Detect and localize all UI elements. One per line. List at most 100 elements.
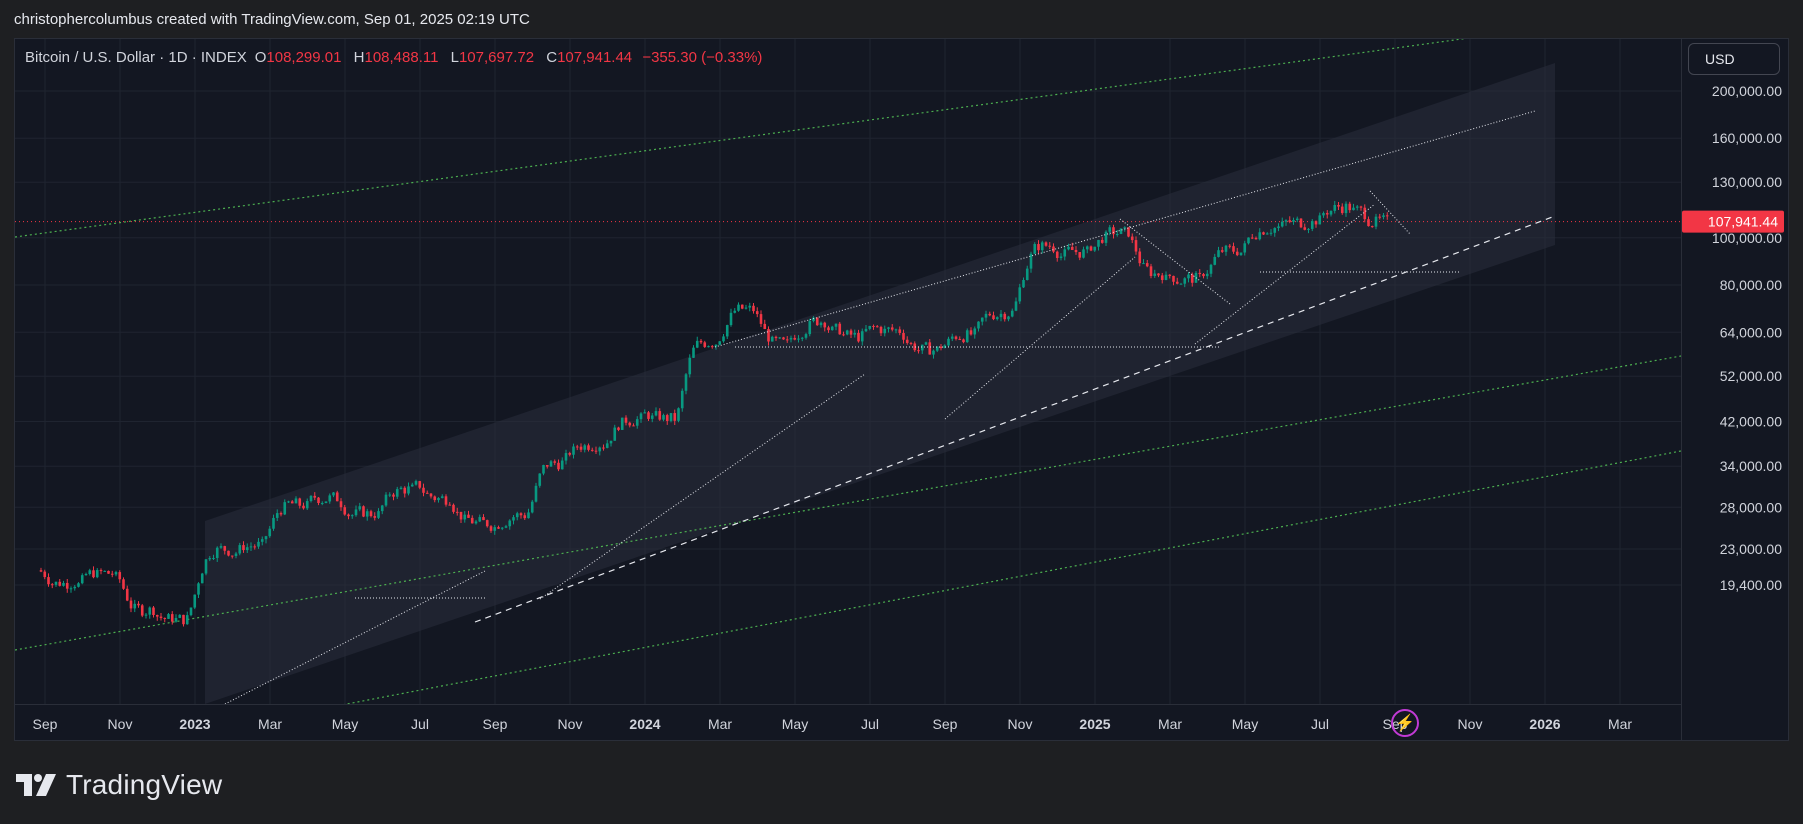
candle-body bbox=[917, 350, 920, 352]
candle-body bbox=[1074, 249, 1078, 253]
candle-body bbox=[560, 460, 564, 470]
last-price-label: 107,941.44 bbox=[1708, 214, 1778, 230]
candle-body bbox=[954, 336, 958, 339]
candle-body bbox=[1007, 316, 1010, 320]
candle-body bbox=[984, 313, 988, 318]
candle-body bbox=[1232, 246, 1235, 252]
tradingview-logo[interactable]: TradingView bbox=[16, 769, 222, 801]
candle-body bbox=[1119, 228, 1123, 234]
candle-body bbox=[388, 494, 392, 496]
candle-body bbox=[1055, 251, 1059, 258]
price-tick-label: 52,000.00 bbox=[1720, 368, 1782, 384]
candle-body bbox=[62, 582, 65, 586]
candle-body bbox=[763, 323, 767, 330]
symbol-title[interactable]: Bitcoin / U.S. Dollar · 1D · INDEX bbox=[25, 49, 247, 66]
candle-body bbox=[260, 539, 264, 542]
candle-body bbox=[482, 517, 485, 521]
candle-body bbox=[418, 481, 422, 488]
candle-body bbox=[860, 331, 864, 342]
candle-body bbox=[965, 330, 969, 343]
candle-body bbox=[1048, 245, 1052, 247]
candle-body bbox=[774, 336, 778, 339]
candle-body bbox=[230, 555, 234, 557]
price-tick-label: 34,000.00 bbox=[1720, 458, 1782, 474]
candle-body bbox=[755, 311, 759, 315]
candle-body bbox=[88, 570, 92, 575]
time-tick-label: 2026 bbox=[1529, 716, 1560, 732]
candle-body bbox=[152, 607, 155, 616]
candle-body bbox=[1243, 243, 1247, 253]
candle-body bbox=[253, 546, 257, 548]
candle-body bbox=[335, 492, 339, 502]
candle-body bbox=[324, 501, 328, 503]
time-tick-label: Sep bbox=[933, 716, 958, 732]
candle-body bbox=[508, 520, 512, 527]
candle-body bbox=[913, 343, 917, 351]
chart-frame[interactable]: Bitcoin / U.S. Dollar · 1D · INDEX O108,2… bbox=[14, 38, 1789, 742]
open-label: O bbox=[254, 49, 267, 66]
candle-body bbox=[568, 453, 572, 455]
candle-body bbox=[688, 357, 692, 375]
high-value: 108,488.11 bbox=[364, 49, 439, 66]
candle-body bbox=[740, 304, 744, 309]
time-tick-label: Jul bbox=[861, 716, 879, 732]
candle-body bbox=[377, 511, 380, 518]
candle-body bbox=[1303, 227, 1307, 230]
candle-body bbox=[992, 315, 995, 320]
candle-body bbox=[133, 603, 137, 609]
candle-body bbox=[620, 417, 624, 430]
price-tick-label: 23,000.00 bbox=[1720, 541, 1782, 557]
candle-body bbox=[1187, 274, 1190, 279]
candle-body bbox=[485, 520, 489, 527]
candles bbox=[39, 200, 1389, 627]
candle-body bbox=[613, 427, 617, 441]
candle-body bbox=[58, 581, 62, 586]
candle-body bbox=[287, 501, 290, 503]
time-tick-label: May bbox=[782, 716, 808, 732]
candle-body bbox=[1224, 245, 1228, 252]
candle-body bbox=[1258, 232, 1262, 240]
candle-body bbox=[347, 514, 350, 517]
candle-body bbox=[598, 447, 602, 452]
currency-button[interactable]: USD bbox=[1688, 43, 1780, 75]
time-tick-label: Mar bbox=[708, 716, 732, 732]
candle-body bbox=[515, 513, 519, 518]
time-tick-label: Mar bbox=[1608, 716, 1632, 732]
candle-body bbox=[1280, 221, 1284, 227]
candle-body bbox=[47, 577, 50, 585]
candle-body bbox=[1179, 283, 1183, 285]
candle-body bbox=[249, 546, 253, 548]
candle-body bbox=[542, 465, 545, 474]
candle-body bbox=[399, 487, 403, 490]
candle-body bbox=[1022, 280, 1025, 288]
candle-body bbox=[493, 527, 497, 531]
candle-body bbox=[1292, 219, 1295, 222]
candle-body bbox=[429, 493, 433, 497]
candle-body bbox=[1348, 203, 1352, 211]
price-scale[interactable]: 200,000.00 160,000.00 130,000.00 100,000.00… bbox=[1681, 39, 1789, 742]
candle-body bbox=[1333, 205, 1337, 211]
candle-body bbox=[793, 337, 797, 340]
candle-body bbox=[1205, 273, 1209, 277]
candle-body bbox=[624, 417, 628, 423]
candle-body bbox=[129, 600, 133, 609]
chart-plot-area[interactable] bbox=[15, 39, 1681, 704]
candle-body bbox=[650, 415, 654, 419]
candle-body bbox=[174, 617, 178, 622]
time-scale[interactable]: Sep Nov 2023 Mar May Jul Sep Nov 2024 Mar May Jul Se… bbox=[15, 704, 1681, 741]
low-value: 107,697.72 bbox=[458, 49, 535, 66]
candle-body bbox=[1082, 249, 1085, 258]
candle-body bbox=[257, 541, 260, 547]
candle-body bbox=[643, 412, 647, 414]
candle-body bbox=[1340, 206, 1344, 214]
candle-body bbox=[144, 614, 148, 616]
candle-body bbox=[268, 528, 272, 537]
candle-body bbox=[178, 614, 182, 618]
candle-body bbox=[868, 325, 872, 329]
candle-body bbox=[557, 462, 560, 470]
candle-body bbox=[898, 329, 902, 333]
lightning-icon[interactable]: ⚡ bbox=[1391, 709, 1419, 737]
candle-body bbox=[1115, 233, 1119, 235]
candle-body bbox=[275, 513, 279, 518]
candle-body bbox=[564, 453, 568, 461]
